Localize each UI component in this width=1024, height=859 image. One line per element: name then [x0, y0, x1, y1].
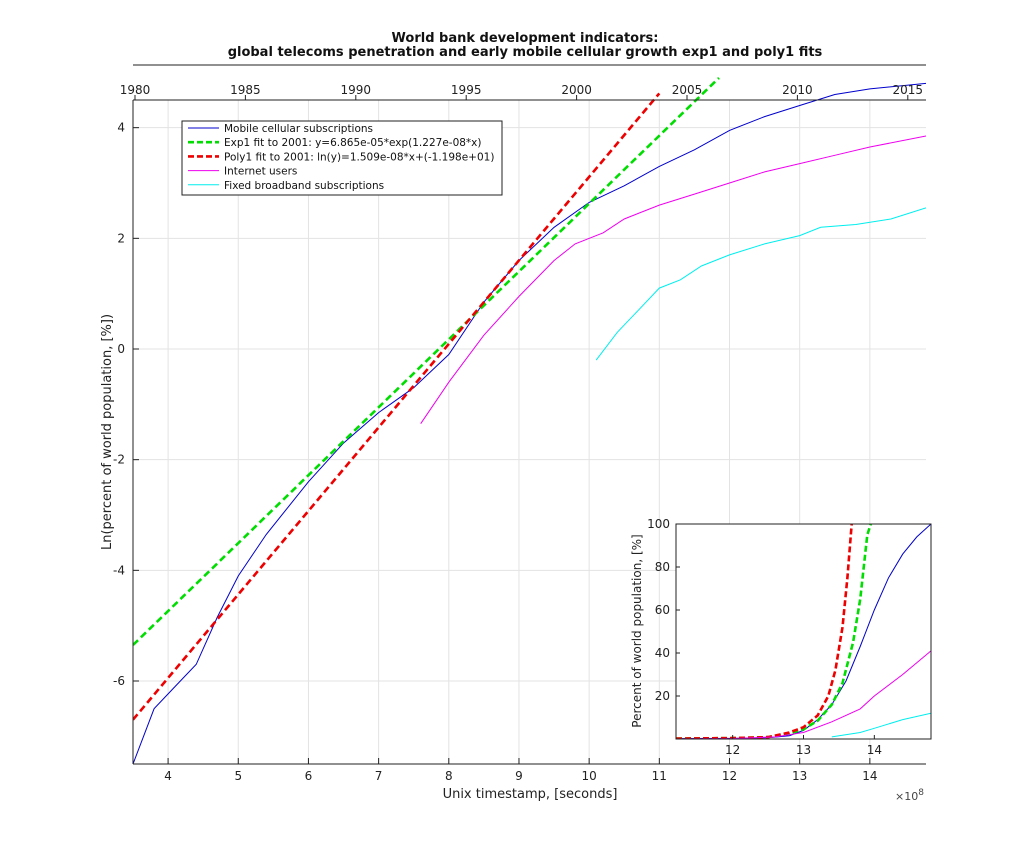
chart-title-line-1: World bank development indicators: [392, 31, 659, 46]
inset-y-axis-label: Percent of world population, [%] [630, 534, 644, 727]
x-tick-label: 11 [652, 769, 667, 783]
main-axes: 4 5 6 7 8 9 10 11 12 13 14 -6 -4 -2 0 2 4 [113, 99, 926, 783]
series-line-4 [595, 207, 926, 361]
y-tick-label: 4 [117, 121, 125, 135]
inset-series-line-3 [676, 650, 931, 739]
y-tick-label: -6 [113, 674, 125, 688]
series-line-3 [420, 135, 926, 424]
y-tick-label: -2 [113, 453, 125, 467]
top-year-label: 1990 [341, 83, 372, 97]
inset-series-line-4 [831, 712, 931, 738]
y-tick-label: -4 [113, 563, 125, 577]
inset-y-tick-label: 20 [655, 689, 670, 703]
legend-label-2: Poly1 fit to 2001: ln(y)=1.509e-08*x+(-1… [224, 151, 494, 163]
x-tick-label: 9 [515, 769, 523, 783]
x-tick-label: 6 [305, 769, 313, 783]
inset-x-tick-label: 13 [796, 743, 811, 757]
legend-label-0: Mobile cellular subscriptions [224, 123, 373, 135]
legend: Mobile cellular subscriptions Exp1 fit to… [181, 120, 503, 196]
top-year-label: 1980 [120, 83, 151, 97]
legend-label-1: Exp1 fit to 2001: y=6.865e-05*exp(1.227e… [224, 137, 482, 149]
x-tick-label: 8 [445, 769, 453, 783]
main-series-group [133, 76, 926, 764]
x-tick-label: 5 [234, 769, 242, 783]
inset-y-tick-label: 80 [655, 560, 670, 574]
x-tick-label: 4 [164, 769, 172, 783]
inset-y-tick-label: 60 [655, 603, 670, 617]
x-axis-label: Unix timestamp, [seconds] [443, 787, 618, 802]
legend-label-3: Internet users [224, 166, 297, 178]
y-tick-label: 2 [117, 231, 125, 245]
inset-series-group [676, 524, 931, 739]
inset-plot-area [676, 524, 931, 739]
top-year-axis: 1980 1985 1990 1995 2000 2005 2010 2015 [120, 64, 926, 100]
x-exponent-label: ×108 [895, 788, 924, 803]
inset-x-tick-label: 12 [725, 743, 740, 757]
top-year-label: 2005 [672, 83, 703, 97]
series-line-2 [133, 92, 661, 721]
top-year-label: 1995 [451, 83, 482, 97]
chart-title-line-2: global telecoms penetration and early mo… [228, 45, 823, 60]
inset-y-tick-label: 40 [655, 646, 670, 660]
x-tick-label: 13 [792, 769, 807, 783]
top-year-label: 2015 [893, 83, 924, 97]
x-tick-label: 12 [722, 769, 737, 783]
legend-label-4: Fixed broadband subscriptions [224, 180, 384, 192]
top-year-label: 2010 [782, 83, 813, 97]
inset-series-line-2 [676, 524, 853, 739]
x-tick-label: 14 [862, 769, 877, 783]
inset-y-tick-label: 100 [647, 517, 670, 531]
y-axis-label: Ln(percent of world population, [%]) [100, 314, 115, 550]
legend-box [181, 120, 503, 196]
inset-axes: 12 13 14 20 40 60 80 100 [647, 517, 932, 757]
top-year-label: 2000 [561, 83, 592, 97]
inset-x-tick-label: 14 [867, 743, 882, 757]
x-tick-label: 10 [582, 769, 597, 783]
series-line-1 [133, 76, 720, 646]
x-tick-label: 7 [375, 769, 383, 783]
top-year-label: 1985 [230, 83, 261, 97]
y-tick-label: 0 [117, 342, 125, 356]
